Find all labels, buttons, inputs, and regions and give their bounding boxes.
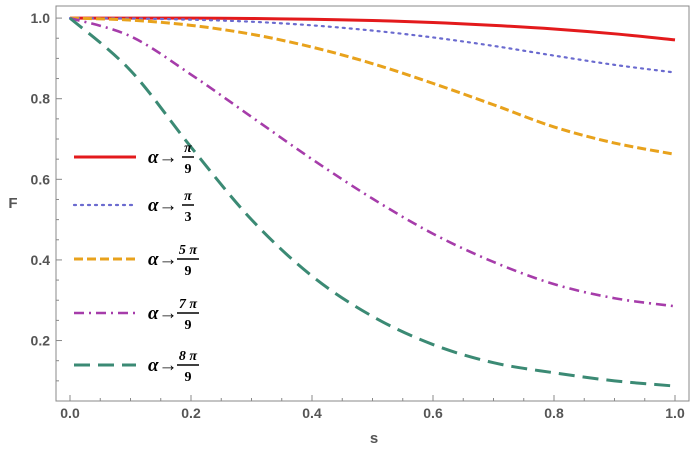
series-line-5 xyxy=(69,16,676,388)
legend-item-3: α→ 5 π 9 xyxy=(74,243,199,279)
y-axis-title: F xyxy=(8,195,17,212)
y-tick-label: 0.2 xyxy=(31,333,51,349)
x-tick-label: 0.8 xyxy=(544,405,564,421)
legend-denominator: 9 xyxy=(185,162,192,177)
x-tick-label: 0.4 xyxy=(302,405,322,421)
x-tick-label: 0.2 xyxy=(181,405,201,421)
legend-numerator: 7 π xyxy=(179,297,198,312)
x-axis-ticks: 0.0 0.2 0.4 0.6 0.8 1.0 xyxy=(60,395,685,421)
x-axis-title: s xyxy=(370,430,378,447)
series-lines xyxy=(68,16,677,388)
legend-item-4: α→ 7 π 9 xyxy=(74,297,199,333)
legend-denominator: 9 xyxy=(185,370,192,385)
legend-denominator: 9 xyxy=(185,318,192,333)
series-line-3 xyxy=(69,16,676,156)
y-axis-ticks: 0.2 0.4 0.6 0.8 1.0 xyxy=(31,10,62,382)
legend-numerator: 8 π xyxy=(179,349,198,364)
legend-item-5: α→ 8 π 9 xyxy=(74,349,199,385)
legend-prefix: α→ xyxy=(148,303,178,324)
legend: α→ π9α→ π3α→ 5 π9α→ 7 π9α→ 8 π9 xyxy=(72,141,199,385)
series-line-4 xyxy=(69,16,676,308)
y-tick-label: 1.0 xyxy=(31,10,51,26)
series-line-1 xyxy=(69,16,676,42)
legend-item-1: α→ π 9 xyxy=(74,141,194,177)
legend-prefix: α→ xyxy=(148,195,178,216)
legend-denominator: 9 xyxy=(185,264,192,279)
x-tick-label: 1.0 xyxy=(665,405,685,421)
series-line-2 xyxy=(68,16,677,74)
x-tick-label: 0.6 xyxy=(423,405,443,421)
legend-item-2: α→ π 3 xyxy=(72,189,194,225)
legend-numerator: π xyxy=(184,141,192,156)
legend-numerator: 5 π xyxy=(179,243,198,258)
legend-prefix: α→ xyxy=(148,355,178,376)
y-tick-label: 0.8 xyxy=(31,91,51,107)
legend-prefix: α→ xyxy=(148,147,178,168)
legend-denominator: 3 xyxy=(185,210,192,225)
x-tick-label: 0.0 xyxy=(60,405,80,421)
legend-numerator: π xyxy=(184,189,192,204)
legend-prefix: α→ xyxy=(148,249,178,270)
y-tick-label: 0.4 xyxy=(31,252,51,268)
y-tick-label: 0.6 xyxy=(31,171,51,187)
